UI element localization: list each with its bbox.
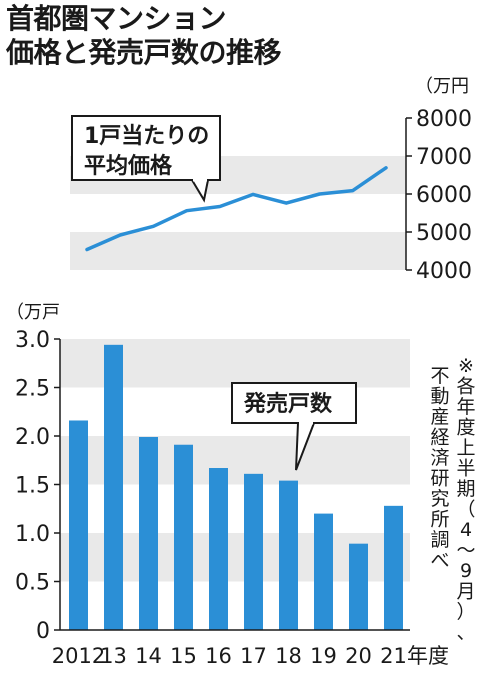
note-glyph: 半 xyxy=(456,458,475,480)
sales-x-tick-label: 14 xyxy=(135,644,162,668)
sales-x-tick-label: 18 xyxy=(275,644,302,668)
sales-x-tick-label: 15 xyxy=(170,644,197,668)
sales-unit-label: （万戸 xyxy=(6,302,60,323)
price-callout-text: 1戸当たりの xyxy=(84,124,209,149)
sales-y-tick-label: 0 xyxy=(36,619,50,644)
sales-x-tick-label: 21 xyxy=(380,644,407,668)
note-glyph: 不 xyxy=(430,365,449,387)
note-glyph: 経 xyxy=(430,427,449,449)
note-glyph: 動 xyxy=(430,386,449,408)
note-glyph: べ xyxy=(430,550,449,572)
sales-y-tick-label: 1.0 xyxy=(15,522,50,547)
note-glyph: ） xyxy=(456,601,475,623)
price-grid-band xyxy=(70,232,406,270)
note-glyph: 9 xyxy=(460,560,472,582)
sales-y-tick-label: 2.0 xyxy=(15,425,50,450)
price-series-line xyxy=(85,166,388,252)
note-glyph: 産 xyxy=(430,406,449,428)
note-glyph: 、 xyxy=(456,622,475,644)
note-glyph: 年 xyxy=(456,396,475,418)
note-glyph: 究 xyxy=(430,488,449,510)
note-glyph: 研 xyxy=(430,468,449,490)
note-glyph: （ xyxy=(456,499,475,521)
sales-x-tick-label: 13 xyxy=(100,644,127,668)
price-y-tick-label: 7000 xyxy=(416,145,472,170)
sales-bar xyxy=(174,444,193,630)
sales-y-tick-label: 2.5 xyxy=(15,377,50,402)
sales-x-suffix: 年度 xyxy=(407,644,449,668)
note-glyph: 各 xyxy=(456,376,475,398)
note-glyph: 4 xyxy=(460,519,472,541)
price-y-tick-label: 6000 xyxy=(416,183,472,208)
price-y-tick-label: 5000 xyxy=(416,221,472,246)
note-glyph: ※ xyxy=(458,355,474,377)
sales-x-tick-label: 20 xyxy=(345,644,372,668)
sales-bar xyxy=(384,505,403,630)
sales-callout-text: 発売戸数 xyxy=(243,391,333,417)
note-glyph: 期 xyxy=(456,478,475,500)
price-y-tick-label: 8000 xyxy=(416,107,472,132)
price-callout-box xyxy=(71,115,221,181)
sales-bar xyxy=(244,473,263,630)
price-callout-text: 平均価格 xyxy=(84,153,173,179)
note-glyph: 調 xyxy=(430,529,449,551)
sales-bar xyxy=(104,344,123,630)
sales-callout-box xyxy=(231,382,357,424)
note-glyph: 所 xyxy=(430,509,449,531)
sales-bar xyxy=(139,436,158,630)
sales-y-tick-label: 0.5 xyxy=(15,571,50,596)
price-callout-pointer xyxy=(191,179,209,203)
sales-bar xyxy=(314,513,333,630)
price-y-tick-label: 4000 xyxy=(416,259,472,284)
sales-bar xyxy=(349,543,368,630)
sales-bar xyxy=(69,420,88,630)
sales-x-tick-label: 17 xyxy=(240,644,267,668)
note-glyph: 〜 xyxy=(456,540,475,562)
price-unit-label: （万円 xyxy=(415,76,469,97)
chart-title: 首都圏マンション 価格と発売戸数の推移 xyxy=(6,2,282,70)
chart-title-line-2: 価格と発売戸数の推移 xyxy=(6,36,282,69)
sales-callout-pointer xyxy=(295,422,315,471)
note-glyph: 度 xyxy=(456,417,475,439)
sales-bar xyxy=(209,468,228,630)
sales-x-tick-label: 19 xyxy=(310,644,337,668)
sales-x-tick-label: 2012 xyxy=(52,644,105,668)
sales-x-tick-label: 16 xyxy=(205,644,232,668)
sales-y-tick-label: 3.0 xyxy=(15,328,50,353)
sales-y-tick-label: 1.5 xyxy=(15,474,50,499)
sales-bar xyxy=(279,480,298,630)
note-glyph: 済 xyxy=(430,447,449,469)
note-glyph: 上 xyxy=(456,437,475,459)
chart-title-line-1: 首都圏マンション xyxy=(6,2,227,35)
note-glyph: 月 xyxy=(456,581,475,603)
